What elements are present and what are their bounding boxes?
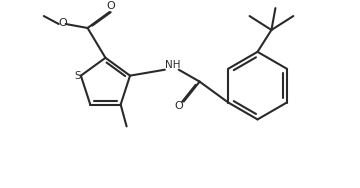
Text: S: S xyxy=(75,71,81,81)
Text: O: O xyxy=(174,102,183,111)
Text: O: O xyxy=(58,18,67,28)
Text: O: O xyxy=(106,1,115,11)
Text: NH: NH xyxy=(165,60,180,70)
